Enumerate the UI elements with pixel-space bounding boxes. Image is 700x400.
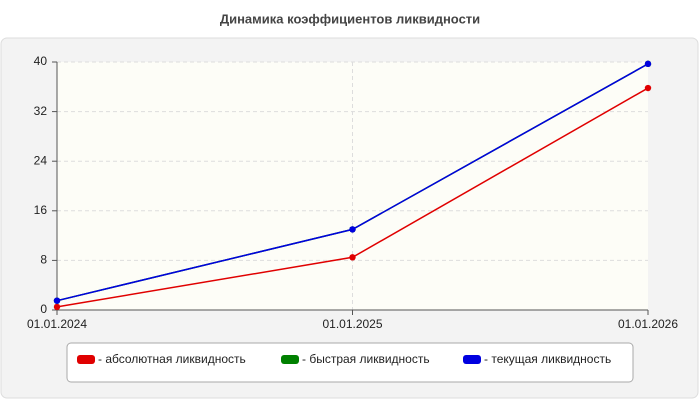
y-tick-label: 0: [40, 302, 47, 316]
data-point: [53, 303, 61, 311]
y-tick-label: 40: [34, 54, 48, 68]
y-tick-label: 32: [34, 104, 48, 118]
data-point: [53, 297, 61, 304]
x-tick-label: 01.01.2025: [322, 317, 382, 331]
y-tick-label: 8: [40, 253, 47, 267]
x-tick-label: 01.01.2024: [27, 317, 87, 331]
data-point: [349, 226, 356, 233]
legend-swatch: [463, 355, 481, 364]
x-tick-label: 01.01.2026: [618, 317, 678, 331]
chart-title: Динамика коэффициентов ликвидности: [220, 11, 480, 26]
legend-label: - абсолютная ликвидность: [98, 352, 246, 366]
legend-label: - быстрая ликвидность: [302, 352, 430, 366]
data-point: [644, 84, 652, 92]
legend-label: - текущая ликвидность: [484, 352, 611, 366]
data-point: [644, 60, 652, 68]
legend-swatch: [77, 355, 95, 364]
legend-swatch: [281, 355, 299, 364]
y-tick-label: 24: [34, 153, 48, 167]
y-tick-label: 16: [34, 203, 48, 217]
legend: [66, 342, 634, 383]
data-point: [349, 254, 356, 261]
